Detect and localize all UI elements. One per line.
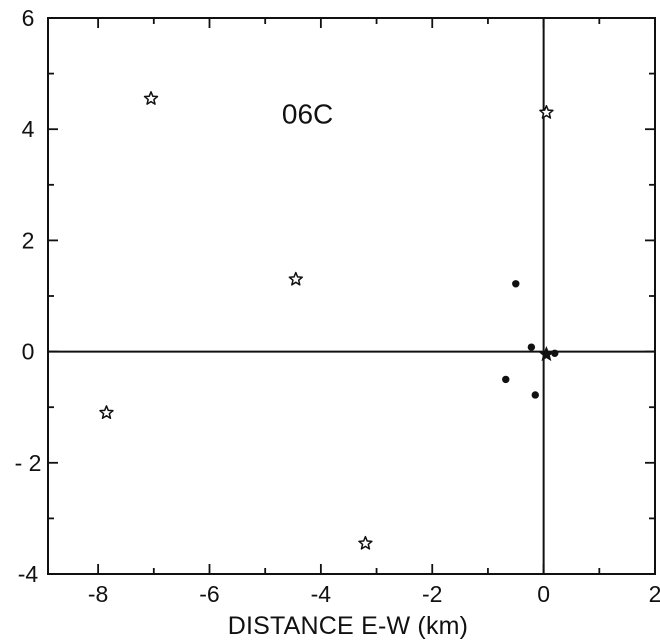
x-tick-label: 0: [537, 581, 550, 607]
plot-frame: [47, 17, 656, 575]
y-tick-label: 4: [22, 116, 35, 142]
y-tick-label: 0: [22, 339, 35, 365]
x-tick-label: -6: [199, 581, 219, 607]
star-marker: [143, 91, 159, 105]
star-marker: [539, 104, 554, 119]
y-tick-label: 2: [22, 227, 35, 253]
tick-layer: [48, 17, 656, 575]
y-tick-label: 6: [22, 5, 35, 31]
star-marker: [99, 405, 114, 420]
chart-frame-layer: [47, 17, 656, 575]
x-tick-label: -4: [311, 581, 332, 607]
star-marker: [288, 271, 304, 286]
dot-marker: [551, 349, 559, 357]
x-tick-label: -2: [422, 581, 442, 607]
x-tick-label: -8: [88, 581, 108, 607]
dot-marker: [502, 375, 510, 384]
x-tick-label: 2: [649, 581, 660, 607]
y-tick-label: - 2: [15, 450, 42, 476]
dot-marker: [531, 391, 539, 399]
chart-annotation: 06C: [282, 99, 333, 130]
tick-label-layer: -8 -6 -4 -2 0 2 -4 - 2 0 2 4 6: [15, 5, 660, 607]
dot-marker: [527, 343, 536, 351]
dot-marker: [512, 280, 520, 288]
filled-star-marker: [538, 345, 555, 362]
y-tick-label: -4: [18, 561, 39, 587]
x-axis-title: DISTANCE E-W (km): [228, 612, 468, 640]
star-marker: [358, 535, 373, 550]
point-layer: [99, 91, 559, 550]
